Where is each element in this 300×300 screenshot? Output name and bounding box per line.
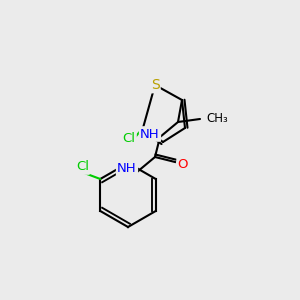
Text: S: S [151,78,159,92]
Text: NH: NH [117,163,137,176]
Text: CH₃: CH₃ [206,112,228,125]
Text: O: O [178,158,188,170]
Text: Cl: Cl [76,160,89,173]
Text: Cl: Cl [122,133,136,146]
Text: NH: NH [140,128,160,140]
